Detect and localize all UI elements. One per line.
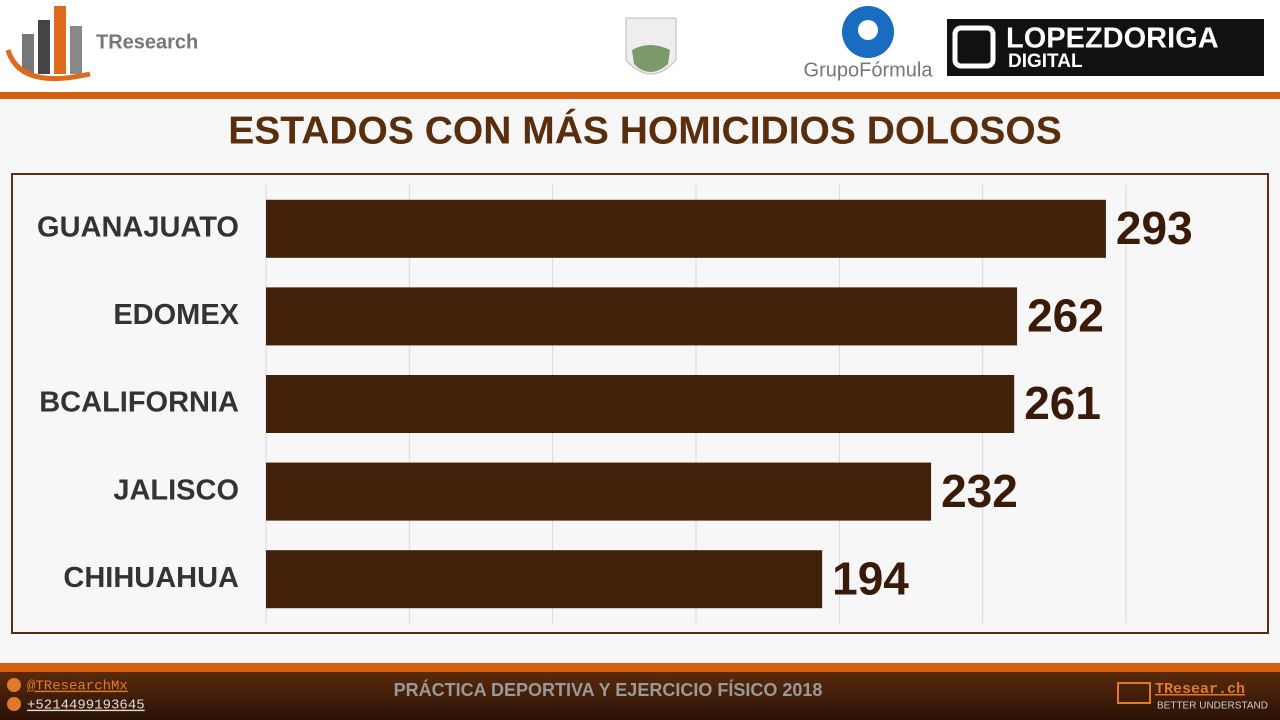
header-rule <box>0 92 1280 99</box>
partner-name: LOPEZDORIGA <box>1006 23 1219 55</box>
value-label: 262 <box>1027 290 1104 342</box>
category-label: JALISCO <box>113 474 239 506</box>
chart-title: ESTADOS CON MÁS HOMICIDIOS DOLOSOS <box>228 108 1062 152</box>
value-label: 261 <box>1024 377 1101 429</box>
shield-map <box>632 45 670 72</box>
partner-name: GrupoFórmula <box>804 59 934 81</box>
lopezdoriga-icon <box>952 25 996 69</box>
formula-logo-inner <box>858 20 878 40</box>
brand-name: TResearch <box>96 31 198 53</box>
category-label: CHIHUAHUA <box>63 562 239 594</box>
value-label: 232 <box>941 465 1018 517</box>
bar <box>266 287 1018 346</box>
phone-icon <box>7 697 21 711</box>
category-label: GUANAJUATO <box>37 211 239 243</box>
value-label: 293 <box>1116 202 1193 254</box>
footer-bg <box>0 672 1280 720</box>
footer-caption: PRÁCTICA DEPORTIVA Y EJERCICIO FÍSICO 20… <box>394 679 823 700</box>
footer-rule <box>0 663 1280 672</box>
bar <box>266 375 1015 433</box>
site-icon <box>1117 682 1151 704</box>
value-label: 194 <box>832 552 909 604</box>
bar <box>266 550 823 609</box>
chart-frame <box>11 173 1269 634</box>
category-label: BCALIFORNIA <box>39 387 239 419</box>
bar <box>266 199 1106 258</box>
category-label: EDOMEX <box>113 299 239 331</box>
bar <box>266 462 932 521</box>
lopezdoriga-logo <box>947 19 1264 76</box>
brand-logo <box>5 6 91 82</box>
plot: GUANAJUATO 293 EDOMEX 262 BCALIFORNIA 261 JALI… <box>37 185 1193 623</box>
twitter-handle[interactable]: @TResearchMx <box>27 679 128 695</box>
phone[interactable]: +5214499193645 <box>27 698 145 714</box>
site[interactable]: TResear.ch <box>1155 681 1245 698</box>
tagline: BETTER UNDERSTAND <box>1157 701 1268 712</box>
twitter-icon <box>7 678 21 692</box>
partner-name: DIGITAL <box>1008 51 1083 72</box>
